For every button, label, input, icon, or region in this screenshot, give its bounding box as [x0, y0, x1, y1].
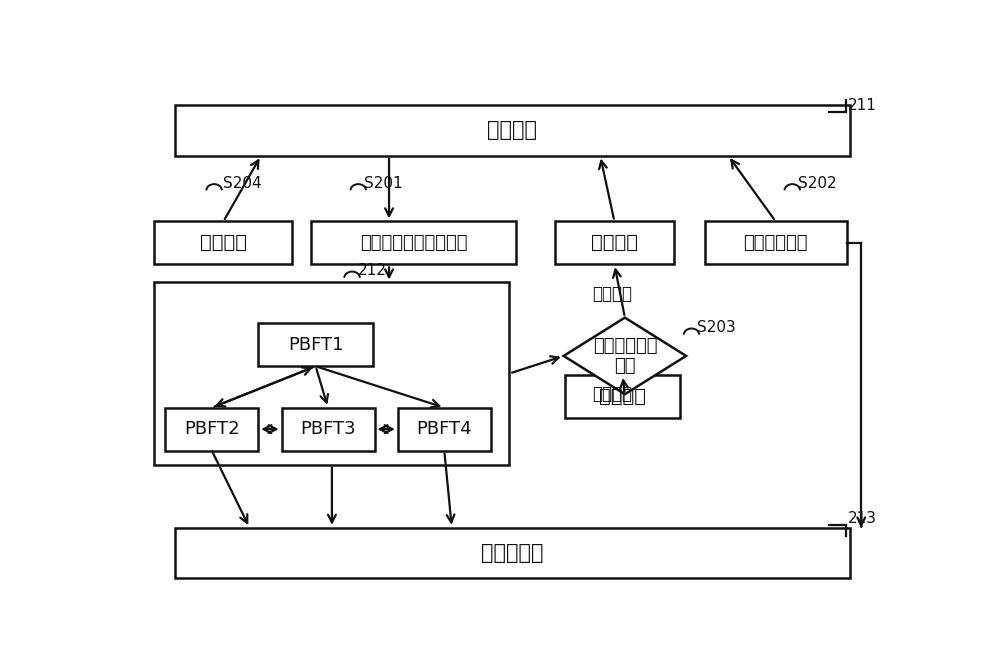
- Text: 213: 213: [848, 511, 877, 526]
- Bar: [565, 375, 680, 418]
- Text: 宕机节点: 宕机节点: [592, 385, 632, 403]
- Text: PBFT1: PBFT1: [288, 336, 343, 353]
- Text: 授权节点: 授权节点: [488, 120, 538, 140]
- Text: S202: S202: [798, 176, 836, 191]
- Text: 发起提议: 发起提议: [200, 233, 247, 253]
- Text: 移除节点: 移除节点: [591, 233, 638, 253]
- Bar: [154, 282, 509, 464]
- Text: PBFT2: PBFT2: [184, 420, 240, 438]
- Text: 区块链账本: 区块链账本: [481, 543, 544, 563]
- Text: 211: 211: [848, 97, 877, 113]
- Text: 维持现状: 维持现状: [599, 387, 646, 406]
- Text: S203: S203: [697, 321, 736, 335]
- Text: 判断故障节点: 判断故障节点: [593, 337, 657, 355]
- Text: 恶意节点: 恶意节点: [592, 285, 632, 303]
- Bar: [398, 408, 491, 451]
- Bar: [165, 408, 258, 451]
- Text: 212: 212: [358, 263, 386, 278]
- Text: 类型: 类型: [614, 357, 636, 375]
- Bar: [175, 105, 850, 156]
- Bar: [705, 221, 847, 264]
- Bar: [282, 408, 375, 451]
- Text: PBFT3: PBFT3: [300, 420, 356, 438]
- Text: 节点内部投票: 节点内部投票: [743, 234, 808, 252]
- Text: S201: S201: [364, 176, 402, 191]
- Text: 优先级算法选取主节点: 优先级算法选取主节点: [360, 234, 467, 252]
- Bar: [555, 221, 674, 264]
- Text: S204: S204: [223, 176, 261, 191]
- Bar: [175, 528, 850, 579]
- Polygon shape: [564, 318, 686, 394]
- Text: PBFT4: PBFT4: [416, 420, 472, 438]
- Bar: [154, 221, 292, 264]
- Bar: [258, 323, 373, 366]
- Bar: [311, 221, 516, 264]
